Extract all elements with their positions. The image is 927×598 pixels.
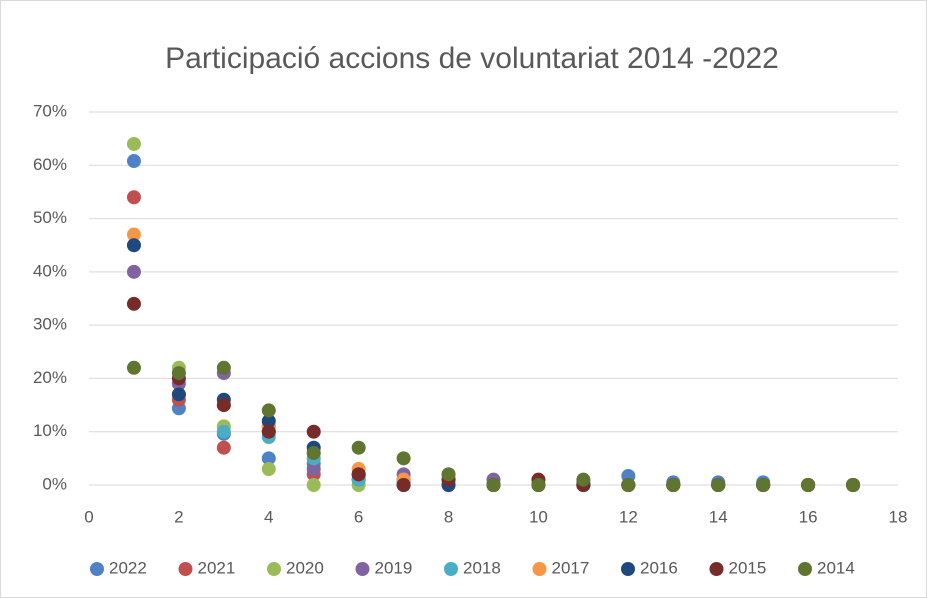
point [396,451,411,466]
point [126,264,141,279]
x-tick-label: 0 [84,507,93,526]
y-tick-label: 30% [33,315,67,334]
point [126,136,141,151]
point [216,360,231,375]
legend-label: 2022 [109,558,147,577]
point [126,238,141,253]
point [396,478,411,492]
point [711,478,726,492]
legend-label: 2015 [729,558,767,577]
point [126,227,141,242]
legend-label: 2017 [552,558,590,577]
legend-marker [621,562,635,576]
y-tick-label: 60% [33,155,67,174]
legend-label: 2016 [640,558,678,577]
x-tick-label: 16 [799,507,818,526]
point [306,446,321,461]
point [621,478,636,492]
legend-label: 2021 [198,558,236,577]
point [666,478,681,492]
legend-marker [532,562,547,576]
point [126,360,141,375]
x-tick-label: 18 [889,507,908,526]
legend-label: 2014 [817,558,855,577]
legend-marker [709,562,724,576]
legend-label: 2019 [375,558,413,577]
point [261,451,276,466]
point [846,478,861,492]
y-tick-label: 10% [33,421,67,440]
y-tick-label: 70% [33,101,67,120]
point [261,462,276,477]
point [126,296,141,311]
point [441,467,456,482]
legend-marker [267,562,281,576]
point [216,398,231,413]
x-tick-label: 6 [354,507,363,526]
point [216,424,231,439]
point [261,414,276,429]
point [531,478,546,492]
legend-marker [90,562,104,576]
legend-marker [444,562,458,576]
point [126,154,141,169]
y-tick-label: 50% [33,208,67,227]
point [756,478,771,492]
point [306,424,321,439]
y-tick-label: 40% [33,261,67,280]
legend-marker [798,562,812,576]
point [216,440,231,455]
point [261,403,276,418]
point [801,478,816,492]
point [351,440,366,455]
legend-marker [355,562,370,576]
legend-marker [178,562,193,576]
legend-label: 2018 [463,558,501,577]
point [576,472,591,487]
x-tick-label: 2 [174,507,183,526]
point [306,462,321,477]
point [171,366,186,381]
chart-title: Participació accions de voluntariat 2014… [165,42,779,75]
point [486,478,501,492]
x-tick-label: 10 [529,507,548,526]
point [261,424,276,439]
x-tick-label: 14 [709,507,728,526]
x-tick-label: 8 [444,507,453,526]
point [126,190,141,205]
point [171,387,186,402]
point [351,467,366,482]
y-tick-label: 0% [42,474,67,493]
x-tick-label: 4 [264,507,273,526]
x-tick-label: 12 [619,507,638,526]
point [306,478,321,492]
legend-label: 2020 [286,558,324,577]
y-tick-label: 20% [33,368,67,387]
